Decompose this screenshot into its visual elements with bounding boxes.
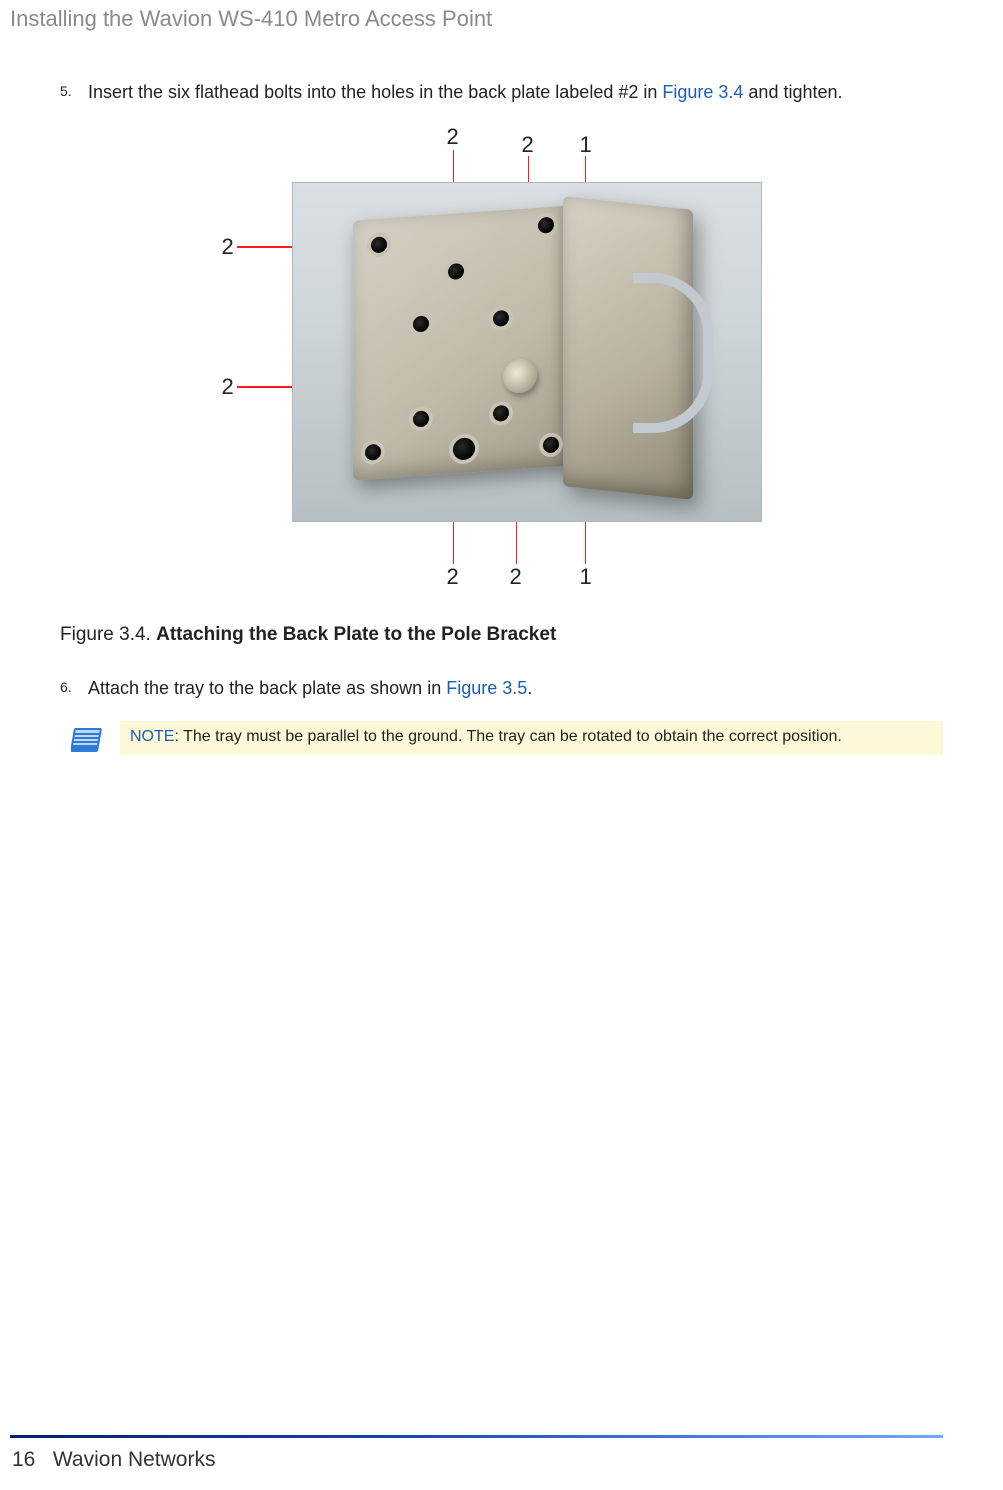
step-5-figure-link[interactable]: Figure 3.4 [662, 82, 743, 102]
content-area: 5. Insert the six flathead bolts into th… [60, 80, 943, 757]
note-box: NOTE: The tray must be parallel to the g… [120, 721, 943, 755]
footer-text: 16 Wavion Networks [12, 1448, 215, 1472]
step-6-text: Attach the tray to the back plate as sho… [88, 676, 943, 700]
step-6-number: 6. [60, 676, 88, 695]
bolt-hole [538, 217, 554, 234]
notebook-icon [71, 723, 109, 757]
note-block: NOTE: The tray must be parallel to the g… [60, 721, 943, 757]
page-number: 16 [12, 1448, 35, 1471]
footer-brand: Wavion Networks [53, 1448, 216, 1471]
step-5: 5. Insert the six flathead bolts into th… [60, 80, 943, 104]
step-6-figure-link[interactable]: Figure 3.5 [446, 678, 527, 698]
figure-caption-number: Figure 3.4. [60, 624, 156, 645]
step-5-text: Insert the six flathead bolts into the h… [88, 80, 943, 104]
figure-caption-title: Attaching the Back Plate to the Pole Bra… [156, 624, 556, 645]
callout-label-left-2a: 2 [222, 234, 234, 260]
footer-rule [10, 1435, 943, 1438]
figure-3-4: 2 2 1 2 2 2 2 1 [222, 124, 782, 594]
note-label: NOTE [130, 728, 174, 745]
callout-label-bottom-1: 1 [580, 564, 592, 590]
step-5-post: and tighten. [743, 82, 842, 102]
step-5-number: 5. [60, 80, 88, 99]
running-head: Installing the Wavion WS-410 Metro Acces… [10, 6, 492, 32]
bolt-hole [543, 437, 559, 454]
page: Installing the Wavion WS-410 Metro Acces… [0, 0, 1003, 1490]
callout-label-bottom-2b: 2 [510, 564, 522, 590]
callout-label-left-2b: 2 [222, 374, 234, 400]
bolt-hole [413, 411, 429, 428]
note-icon [60, 721, 120, 757]
note-sep: : [174, 728, 183, 745]
bolt-hole [413, 316, 429, 333]
callout-label-top-2b: 2 [522, 132, 534, 158]
callout-label-bottom-2a: 2 [447, 564, 459, 590]
bolt-hole [453, 437, 475, 461]
bracket-plate [353, 206, 573, 481]
bolt-hole [493, 405, 509, 422]
figure-3-4-caption: Figure 3.4. Attaching the Back Plate to … [60, 624, 943, 646]
callout-label-top-1: 1 [580, 132, 592, 158]
note-text: The tray must be parallel to the ground.… [183, 728, 842, 745]
step-6-pre: Attach the tray to the back plate as sho… [88, 678, 446, 698]
center-bolt [503, 358, 537, 394]
bolt-hole [365, 444, 381, 461]
step-6: 6. Attach the tray to the back plate as … [60, 676, 943, 700]
step-5-pre: Insert the six flathead bolts into the h… [88, 82, 662, 102]
bolt-hole [493, 310, 509, 327]
bolt-hole [371, 237, 387, 254]
step-6-post: . [527, 678, 532, 698]
bolt-hole [448, 263, 464, 280]
figure-photo [292, 182, 762, 522]
pole-clamp-band [633, 273, 713, 433]
callout-label-top-2a: 2 [447, 124, 459, 150]
